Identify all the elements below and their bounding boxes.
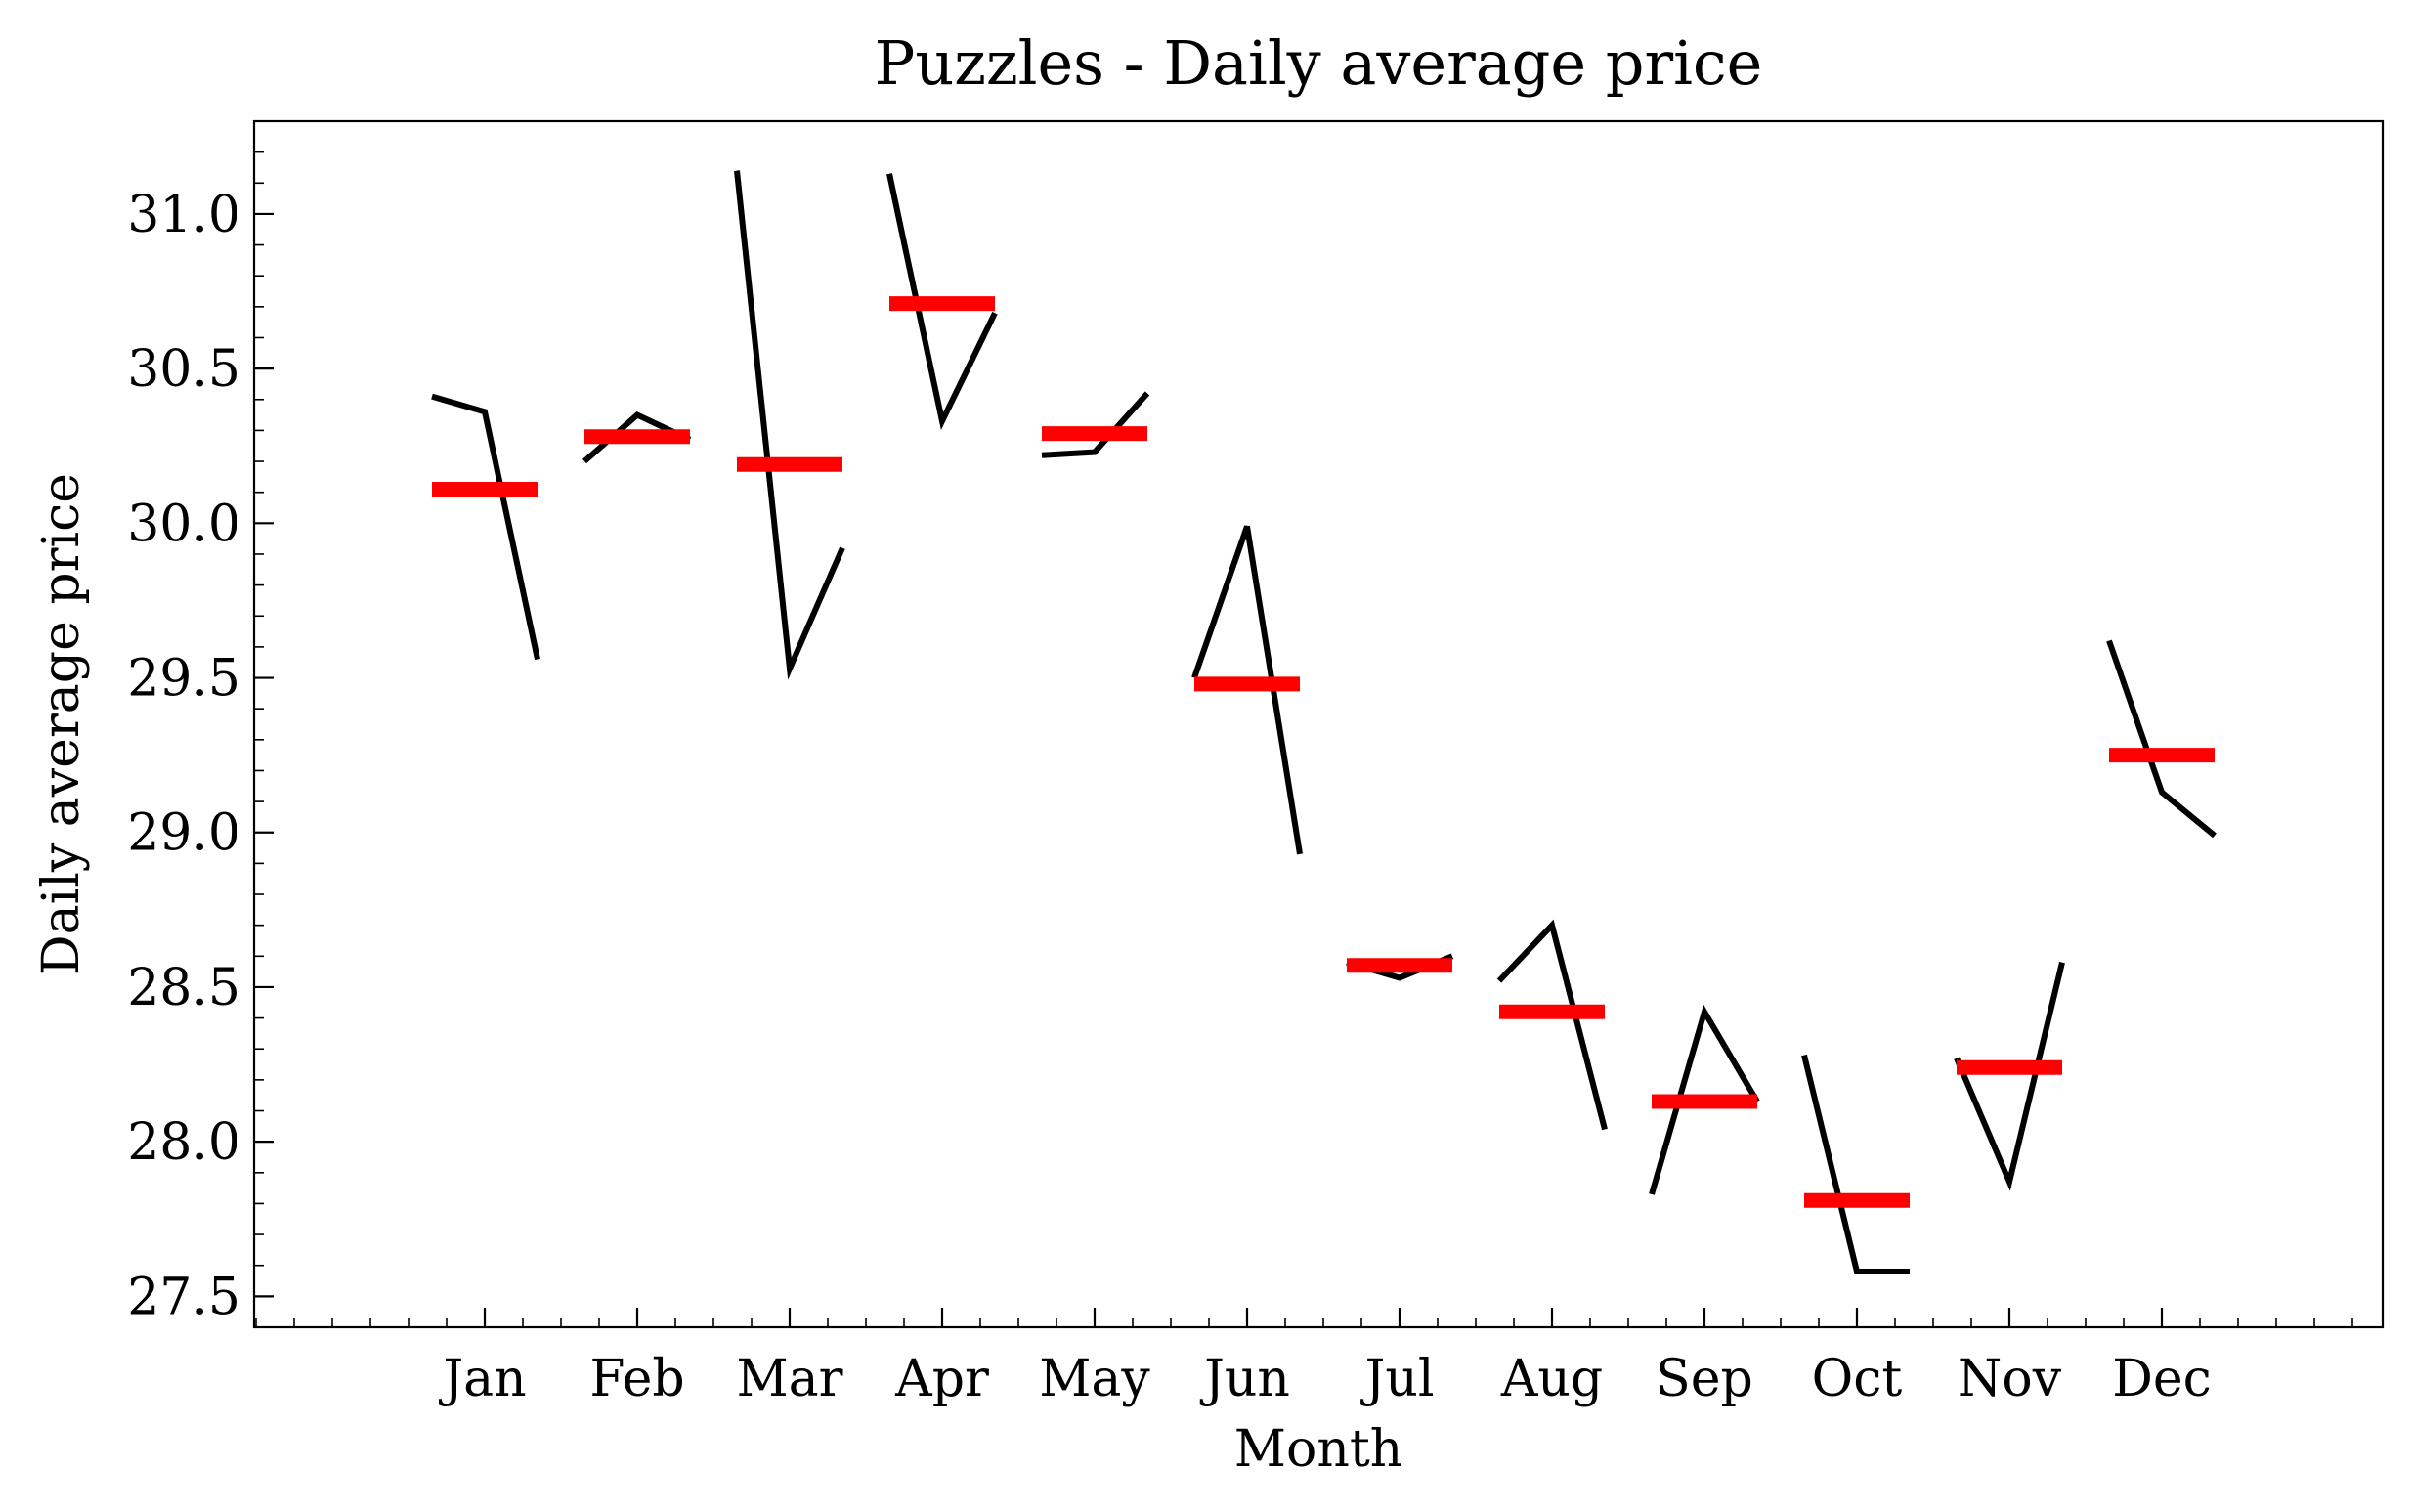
- x-tick-label: Sep: [1656, 1350, 1753, 1408]
- y-tick-label: 28.0: [127, 1113, 240, 1172]
- x-tick-label: Jan: [438, 1350, 526, 1408]
- x-tick-label: Dec: [2112, 1350, 2212, 1408]
- price-line-apr: [886, 173, 998, 431]
- price-line-sep: [1649, 1004, 1760, 1195]
- plot-frame: [252, 119, 2385, 1329]
- price-line-aug: [1496, 919, 1608, 1131]
- x-tick-label: May: [1039, 1350, 1150, 1408]
- y-tick-label: 27.5: [127, 1268, 240, 1326]
- y-tick-label: 29.0: [127, 804, 240, 863]
- y-tick-label: 31.0: [127, 186, 240, 244]
- x-tick-label: Mar: [736, 1350, 842, 1408]
- y-tick-label: 28.5: [127, 959, 240, 1017]
- price-line-jan: [431, 393, 540, 661]
- price-line-mar: [734, 170, 845, 680]
- y-tick-label: 30.5: [127, 340, 240, 399]
- y-tick-label: 30.0: [127, 495, 240, 553]
- price-line-oct: [1801, 1054, 1910, 1275]
- y-tick-label: 29.5: [127, 650, 240, 709]
- x-tick-label: Oct: [1812, 1350, 1903, 1408]
- x-axis-label: Month: [1234, 1420, 1402, 1479]
- x-tick-label: Jun: [1199, 1350, 1290, 1408]
- x-tick-label: Apr: [894, 1350, 989, 1408]
- x-tick-label: Jul: [1360, 1350, 1435, 1408]
- x-tick-label: Aug: [1500, 1350, 1603, 1408]
- price-line-jun: [1191, 525, 1303, 855]
- price-line-dec: [2106, 639, 2217, 839]
- chart-title: Puzzles - Daily average price: [875, 27, 1763, 99]
- price-line-may: [1041, 391, 1150, 458]
- x-tick-label: Feb: [589, 1350, 684, 1408]
- axis-ticks: 27.5 28.0 28.5 29.0 29.5 30.0 30.5 31.0 Jan Feb Ma…: [127, 120, 2353, 1408]
- price-line-nov: [1954, 961, 2065, 1191]
- x-tick-label: Nov: [1958, 1350, 2062, 1408]
- plot-marks: [431, 170, 2217, 1275]
- y-axis-label: Daily average price: [32, 473, 91, 975]
